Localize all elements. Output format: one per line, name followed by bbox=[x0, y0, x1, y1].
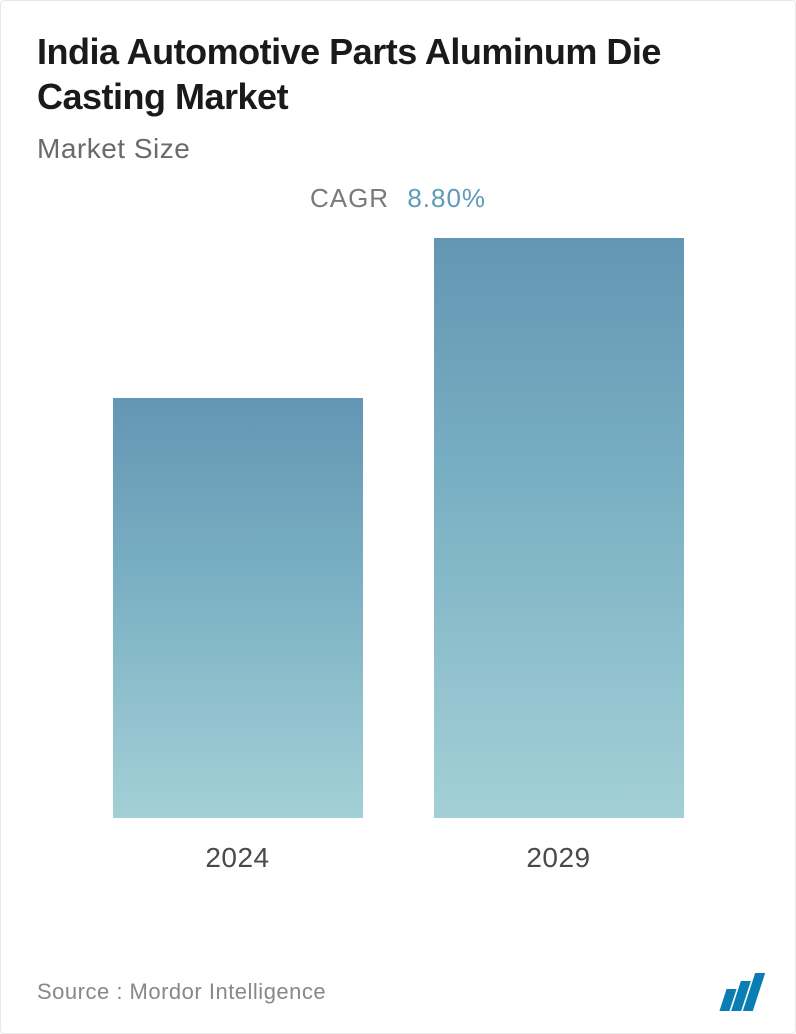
page-subtitle: Market Size bbox=[37, 133, 759, 165]
bar-2029 bbox=[434, 238, 684, 818]
bar-chart: 2024 2029 bbox=[37, 244, 759, 874]
cagr-value: 8.80% bbox=[407, 183, 486, 213]
bar-label-2029: 2029 bbox=[526, 842, 590, 874]
footer: Source : Mordor Intelligence bbox=[37, 973, 759, 1011]
bar-2024 bbox=[113, 398, 363, 818]
bar-group-2024: 2024 bbox=[113, 398, 363, 874]
page-title: India Automotive Parts Aluminum Die Cast… bbox=[37, 29, 759, 119]
cagr-row: CAGR 8.80% bbox=[37, 183, 759, 214]
bar-group-2029: 2029 bbox=[434, 238, 684, 874]
source-text: Source : Mordor Intelligence bbox=[37, 979, 326, 1005]
bar-label-2024: 2024 bbox=[205, 842, 269, 874]
cagr-label: CAGR bbox=[310, 183, 389, 213]
logo-icon bbox=[723, 973, 759, 1011]
